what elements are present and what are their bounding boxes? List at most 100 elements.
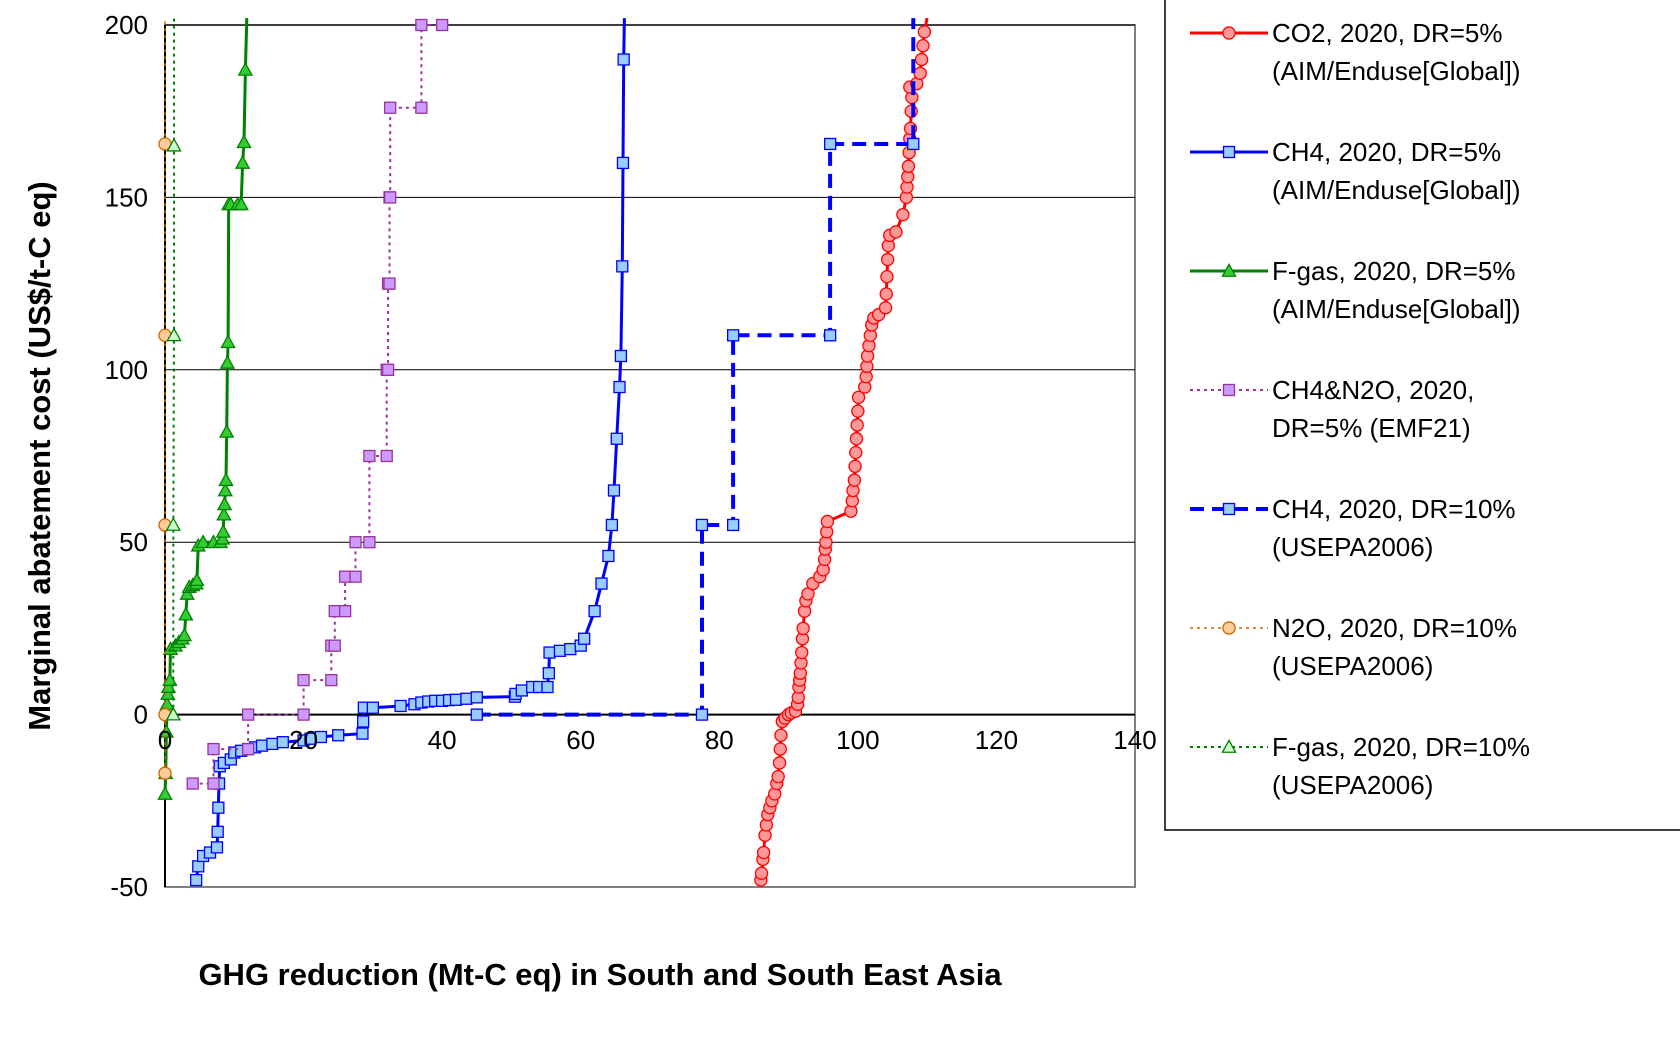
series-5 [470,18,920,721]
data-point [332,729,345,742]
data-point [896,207,910,222]
data-point [217,482,233,497]
data-point [349,536,362,549]
data-point [276,736,289,749]
data-point [851,404,865,418]
data-point [381,363,395,376]
data-point [380,449,393,463]
data-point [186,777,199,790]
legend-marker [1221,263,1237,277]
x-tick-label: 40 [428,725,457,755]
data-point [614,349,628,363]
x-tick-label: 60 [566,725,595,755]
data-point [543,646,556,659]
data-point [207,777,220,790]
data-point [195,534,211,549]
legend-item: CH4, 2020, DR=10% (USEPA2006) [1190,494,1516,562]
data-point [212,801,225,814]
data-point [383,277,396,290]
y-tick-label: 50 [119,527,148,557]
data-point [394,699,407,713]
legend-label: (AIM/Enduse[Global]) [1272,175,1521,205]
series-layer [157,17,932,887]
data-point [176,627,193,642]
data-point [207,742,220,756]
data-point [356,727,369,740]
data-point [211,825,224,838]
data-point [449,693,463,706]
plot-area [164,24,1136,888]
y-axis-title: Marginal abatement cost (US$/t-C eq) [22,181,57,730]
data-point [851,390,866,405]
data-point [338,570,352,583]
data-point [210,841,224,854]
series-line [476,18,916,717]
data-point [880,270,894,284]
data-point [695,708,709,721]
data-point [907,137,920,151]
legend-label: (AIM/Enduse[Global]) [1272,56,1521,86]
data-point [823,329,837,342]
data-point [820,514,835,529]
legend-marker [1222,383,1236,397]
series-4 [186,18,449,790]
data-point [880,252,895,267]
legend-marker [1222,26,1236,40]
data-point [515,684,528,697]
legend-label: (USEPA2006) [1272,532,1433,562]
data-point [325,673,338,687]
legend-label: CO2, 2020, DR=5% [1272,18,1503,48]
data-point [914,52,929,67]
data-point [190,873,203,887]
y-tick-label: 150 [105,182,148,212]
legend-label: F-gas, 2020, DR=5% [1272,256,1516,286]
data-point [602,549,615,563]
data-point [189,572,205,587]
data-point [219,354,236,369]
data-point [166,137,182,152]
data-point [216,496,233,511]
data-point [695,518,709,532]
data-point [192,860,205,873]
data-point [848,459,862,474]
data-point [241,708,255,721]
x-tick-label: 100 [836,725,879,755]
data-point [166,327,182,342]
data-point [605,518,619,532]
tick-labels: -50 0 50 100 150 200 0 20 40 60 80 100 120 140 [105,10,1157,902]
series-7 [165,18,182,721]
data-point [773,742,787,756]
data-point [616,156,630,170]
data-point [613,380,626,394]
legend-item: N2O, 2020, DR=10% (USEPA2006) [1190,613,1517,681]
data-point [553,644,567,657]
data-point [726,329,740,342]
data-point [214,530,231,545]
data-point [297,708,310,721]
data-point [297,673,310,687]
x-tick-label: 20 [289,725,318,755]
legend-label: F-gas, 2020, DR=10% [1272,732,1530,762]
data-point [234,154,251,169]
legend-item: CO2, 2020, DR=5% (AIM/Enduse[Global]) [1190,18,1521,86]
legend-label: (USEPA2006) [1272,651,1433,681]
data-point [850,418,864,432]
data-point [314,730,328,744]
legend-box [1164,0,1680,831]
data-point [218,423,235,438]
data-point [338,605,352,618]
legend-label: (USEPA2006) [1272,770,1433,800]
legend-item: CH4, 2020, DR=5% (AIM/Enduse[Global]) [1190,137,1521,205]
legend-marker [1221,739,1237,753]
data-point [754,866,769,880]
data-point [384,191,397,204]
data-point [165,517,182,531]
data-point [178,606,194,621]
data-point [795,645,809,660]
series-1 [754,17,932,887]
data-point [542,667,555,680]
data-point [588,605,601,618]
data-point [617,53,630,66]
data-point [916,38,930,53]
